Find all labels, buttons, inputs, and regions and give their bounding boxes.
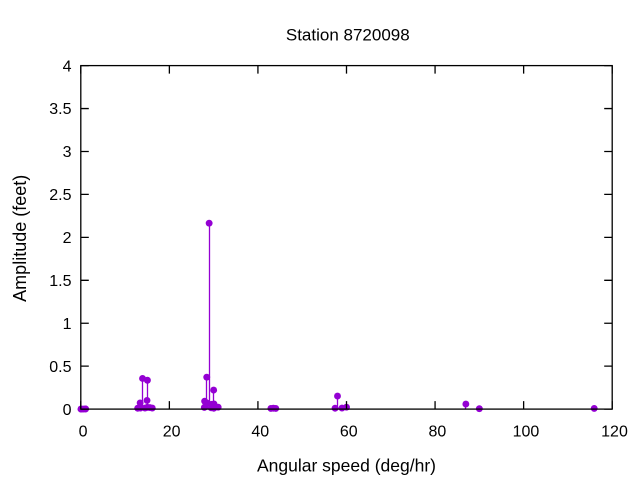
svg-text:3: 3 [63, 144, 72, 161]
svg-text:Station 8720098: Station 8720098 [286, 25, 410, 44]
svg-text:120: 120 [601, 424, 628, 441]
svg-text:60: 60 [340, 424, 358, 441]
svg-text:1: 1 [63, 316, 72, 333]
svg-text:0: 0 [63, 402, 72, 419]
svg-text:2.5: 2.5 [49, 187, 71, 204]
svg-text:Amplitude (feet): Amplitude (feet) [10, 175, 30, 302]
svg-text:3.5: 3.5 [49, 101, 71, 118]
svg-text:0: 0 [79, 424, 88, 441]
svg-text:20: 20 [163, 424, 181, 441]
svg-text:4: 4 [63, 58, 72, 75]
svg-text:Angular speed (deg/hr): Angular speed (deg/hr) [257, 455, 436, 475]
svg-text:1.5: 1.5 [49, 273, 71, 290]
svg-text:100: 100 [513, 424, 540, 441]
svg-text:40: 40 [251, 424, 269, 441]
svg-text:2: 2 [63, 230, 72, 247]
svg-text:80: 80 [428, 424, 446, 441]
svg-text:0.5: 0.5 [49, 359, 71, 376]
